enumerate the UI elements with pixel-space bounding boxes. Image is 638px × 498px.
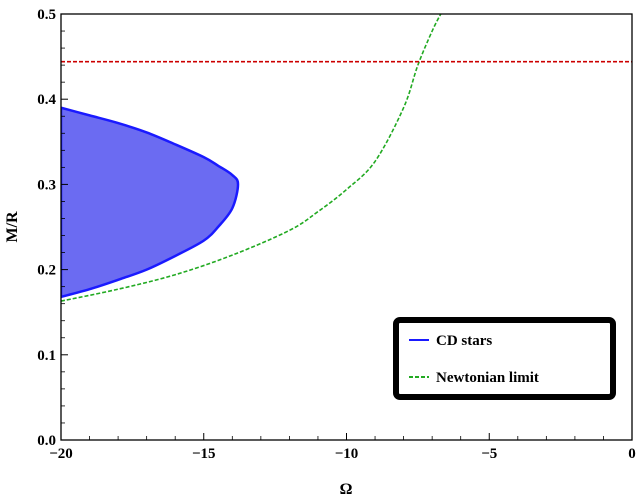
y-tick-label: 0.3: [37, 177, 56, 193]
x-tick-label: −15: [192, 446, 216, 462]
y-tick-label: 0.5: [37, 7, 56, 23]
x-tick-label: −20: [49, 446, 73, 462]
legend: CD stars Newtonian limit: [393, 317, 616, 400]
x-tick-label: 0: [628, 446, 636, 462]
y-tick-label: 0.4: [37, 92, 56, 108]
y-tick-label: 0.0: [37, 433, 56, 449]
x-axis-label: Ω: [340, 481, 353, 498]
plot-area: [61, 14, 632, 302]
y-axis-label: M/R: [4, 211, 21, 243]
y-tick-label: 0.2: [37, 263, 56, 279]
legend-label-newtonian-limit: Newtonian limit: [436, 370, 539, 386]
legend-box: [393, 317, 616, 400]
series-line-newtonian-limit: [61, 14, 442, 302]
series-region-cd-stars: [61, 106, 240, 299]
y-tick-label: 0.1: [37, 348, 56, 364]
legend-label-cd-stars: CD stars: [436, 333, 492, 349]
axis-ticks: −20 −15 −10 −5 0 0.0 0.1 0.2 0.3 0.4 0.5: [37, 7, 636, 462]
x-tick-label: −10: [335, 446, 359, 462]
x-tick-label: −5: [481, 446, 497, 462]
